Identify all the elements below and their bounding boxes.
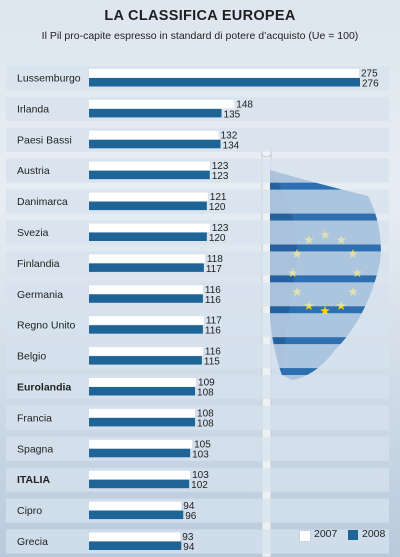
- value-label-2007-austria: 123: [212, 161, 229, 172]
- bar-2007-lussemburgo: [89, 69, 359, 78]
- bar-2007-paesi-bassi: [89, 130, 219, 140]
- value-label-2008-francia: 108: [197, 418, 214, 429]
- value-label-2007-spagna: 105: [194, 439, 211, 450]
- value-label-2008-irlanda: 135: [224, 109, 241, 120]
- bar-2008-finlandia: [89, 263, 204, 272]
- bar-2008-svezia: [89, 232, 207, 241]
- category-label-austria: Austria: [17, 165, 50, 177]
- value-label-2008-regno-unito: 116: [205, 326, 221, 337]
- bar-2008-irlanda: [89, 108, 222, 118]
- bar-2007-grecia: [89, 532, 181, 541]
- bar-2007-danimarca: [89, 192, 208, 202]
- value-label-2007-cipro: 94: [183, 501, 195, 512]
- row-band-grecia: [6, 529, 389, 554]
- legend-swatch-2007: [299, 530, 311, 542]
- value-label-2008-eurolandia: 108: [197, 388, 214, 399]
- legend-label-2007: 2007: [314, 528, 338, 540]
- category-label-danimarca: Danimarca: [17, 196, 68, 208]
- value-label-2007-finlandia: 118: [207, 254, 223, 265]
- value-label-2008-cipro: 96: [185, 511, 197, 522]
- value-label-2007-eurolandia: 109: [198, 378, 215, 389]
- value-label-2008-grecia: 94: [183, 542, 195, 553]
- bar-2007-regno-unito: [89, 316, 204, 325]
- row-band-eurolandia: [6, 375, 389, 399]
- legend-label-2008: 2008: [362, 528, 386, 540]
- category-label-eurolandia: Eurolandia: [17, 382, 71, 394]
- row-band-spagna: [6, 436, 389, 461]
- value-label-2007-grecia: 93: [182, 532, 194, 543]
- bar-2008-paesi-bassi: [89, 139, 221, 149]
- value-label-2008-finlandia: 117: [206, 264, 222, 275]
- category-label-paesi-bassi: Paesi Bassi: [17, 134, 72, 146]
- chart-subtitle: Il Pil pro-capite espresso in standard d…: [41, 30, 359, 42]
- bar-2007-austria: [89, 161, 210, 171]
- row-band-francia: [6, 405, 389, 430]
- bar-2007-eurolandia: [89, 378, 197, 387]
- category-label-regno-unito: Regno Unito: [17, 320, 76, 332]
- value-label-2008-danimarca: 120: [209, 202, 226, 213]
- bar-2007-finlandia: [89, 254, 205, 263]
- category-label-cipro: Cipro: [17, 505, 42, 517]
- bar-2007-spagna: [89, 439, 193, 449]
- bar-2008-regno-unito: [89, 325, 203, 334]
- value-label-2008-italia: 102: [191, 480, 208, 491]
- bar-2008-eurolandia: [89, 387, 196, 396]
- value-label-2008-lussemburgo: 276: [362, 79, 379, 90]
- bar-2007-italia: [89, 470, 191, 480]
- row-band-italia: [6, 467, 389, 492]
- bar-2008-austria: [89, 170, 210, 180]
- bar-2008-francia: [89, 417, 196, 427]
- bar-2008-spagna: [89, 448, 191, 458]
- flag-star-icon: [320, 306, 330, 315]
- bar-2007-germania: [89, 285, 203, 294]
- category-label-germania: Germania: [17, 289, 63, 301]
- bar-2008-italia: [89, 479, 190, 489]
- bar-2008-belgio: [89, 356, 202, 365]
- value-label-2007-paesi-bassi: 132: [221, 130, 238, 141]
- value-label-2007-lussemburgo: 275: [361, 69, 378, 80]
- bar-2007-belgio: [89, 347, 203, 356]
- category-label-italia: ITALIA: [17, 474, 50, 486]
- value-label-2007-belgio: 116: [205, 347, 221, 358]
- bar-2008-cipro: [89, 510, 184, 520]
- category-label-lussemburgo: Lussemburgo: [17, 73, 81, 85]
- category-label-finlandia: Finlandia: [17, 258, 60, 270]
- value-label-2007-svezia: 123: [212, 223, 229, 234]
- bar-2007-irlanda: [89, 99, 235, 109]
- bar-2008-lussemburgo: [89, 78, 360, 87]
- row-band-cipro: [6, 498, 389, 523]
- category-label-irlanda: Irlanda: [17, 103, 49, 115]
- category-label-francia: Francia: [17, 412, 52, 424]
- value-label-2008-germania: 116: [205, 295, 221, 306]
- value-label-2007-italia: 103: [192, 470, 209, 481]
- bar-2008-danimarca: [89, 201, 207, 211]
- category-label-belgio: Belgio: [17, 351, 46, 363]
- value-label-2008-austria: 123: [212, 171, 229, 182]
- value-label-2008-belgio: 115: [204, 357, 220, 368]
- category-label-grecia: Grecia: [17, 536, 48, 548]
- category-label-spagna: Spagna: [17, 443, 53, 455]
- value-label-2007-francia: 108: [197, 408, 214, 419]
- value-label-2007-danimarca: 121: [210, 192, 227, 203]
- chart-title: LA CLASSIFICA EUROPEA: [104, 8, 296, 24]
- bar-2007-cipro: [89, 501, 182, 511]
- value-label-2008-spagna: 103: [192, 449, 209, 460]
- bar-2007-svezia: [89, 223, 210, 232]
- value-label-2007-regno-unito: 117: [206, 316, 222, 327]
- value-label-2007-irlanda: 148: [236, 99, 253, 110]
- bar-2008-grecia: [89, 541, 182, 550]
- bar-2007-francia: [89, 408, 196, 418]
- value-label-2008-paesi-bassi: 134: [223, 140, 240, 151]
- value-label-2007-germania: 116: [205, 285, 221, 296]
- bar-2008-germania: [89, 294, 203, 303]
- category-label-svezia: Svezia: [17, 227, 49, 239]
- value-label-2008-svezia: 120: [209, 233, 226, 244]
- legend-swatch-2008: [348, 530, 358, 540]
